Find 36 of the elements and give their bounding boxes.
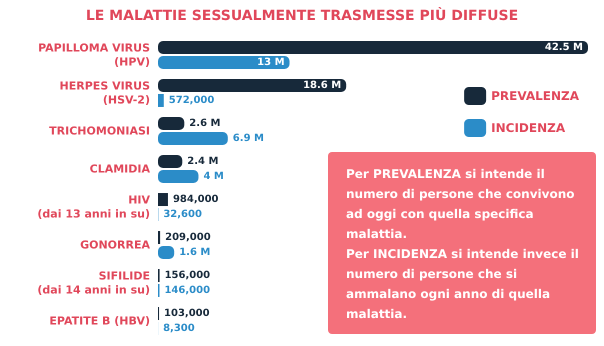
legend-label: PREVALENZA bbox=[491, 89, 580, 103]
data-label: 13 M bbox=[257, 56, 285, 68]
annotation: Per PREVALENZA si intende il numero di persone che convivono ad oggi con quella specifica malattia. Per INCIDENZA si intende invece il numero di persone che si ammalano ogni anno di quella malattia. bbox=[346, 167, 584, 321]
bar bbox=[158, 193, 168, 206]
y-tick-label: SIFILIDE (dai 14 anni in su) bbox=[37, 270, 150, 296]
data-label: 2.6 M bbox=[189, 118, 220, 130]
chart-title: LE MALATTIE SESSUALMENTE TRASMESSE PIÙ DIFFUSE bbox=[86, 7, 518, 24]
bar bbox=[158, 56, 290, 69]
bar bbox=[158, 79, 346, 92]
bar bbox=[158, 94, 164, 107]
y-tick-label: TRICHOMONIASI bbox=[49, 124, 150, 138]
bar bbox=[158, 117, 184, 130]
y-tick-label: HERPES VIRUS (HSV-2) bbox=[60, 80, 150, 106]
y-tick-label: EPATITE B (HBV) bbox=[49, 314, 150, 328]
data-label: 4 M bbox=[203, 170, 224, 182]
data-label: 146,000 bbox=[164, 284, 210, 296]
data-label: 8,300 bbox=[163, 322, 195, 334]
bar bbox=[158, 170, 198, 183]
bar bbox=[158, 41, 588, 54]
legend-label: INCIDENZA bbox=[491, 121, 566, 135]
data-label: 1.6 M bbox=[179, 246, 210, 258]
data-label: 18.6 M bbox=[303, 80, 342, 92]
y-tick-label: HIV (dai 13 anni in su) bbox=[37, 194, 150, 220]
y-tick-label: CLAMIDIA bbox=[90, 162, 150, 176]
data-label: 103,000 bbox=[164, 308, 210, 320]
data-label: 209,000 bbox=[165, 232, 211, 244]
data-label: 32,600 bbox=[163, 208, 202, 220]
y-tick-label: GONORREA bbox=[80, 238, 150, 252]
data-label: 6.9 M bbox=[232, 132, 264, 144]
data-label: 42.5 M bbox=[544, 42, 584, 54]
data-label: 2.4 M bbox=[187, 156, 218, 168]
data-label: 572,000 bbox=[168, 94, 214, 106]
data-label: 156,000 bbox=[164, 270, 210, 282]
y-tick-label: PAPILLOMA VIRUS (HPV) bbox=[38, 42, 150, 68]
bar bbox=[158, 132, 228, 145]
data-label: 984,000 bbox=[172, 194, 219, 206]
